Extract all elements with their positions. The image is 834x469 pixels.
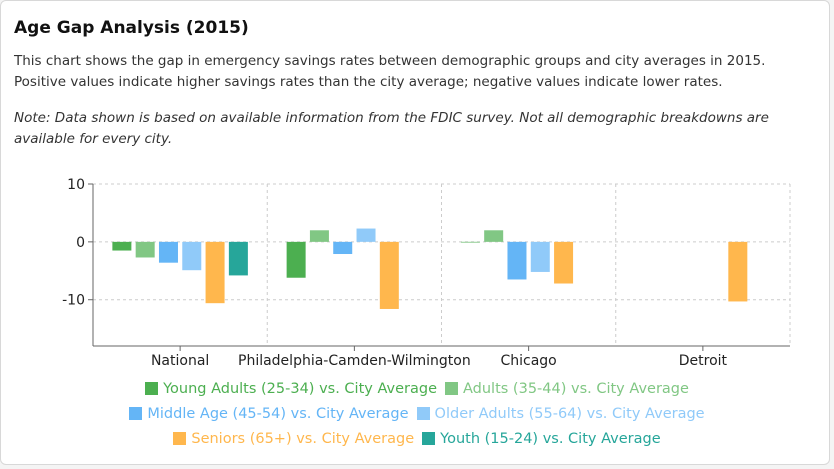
- x-tick-label: Chicago: [500, 353, 556, 369]
- legend-label: Older Adults (55-64) vs. City Average: [434, 405, 705, 422]
- bars: [112, 228, 748, 309]
- bar-1-0[interactable]: [286, 241, 306, 278]
- legend-item[interactable]: Young Adults (25-34) vs. City Average: [145, 381, 437, 397]
- legend-label: Seniors (65+) vs. City Average: [191, 430, 415, 447]
- chart-note: Note: Data shown is based on available i…: [14, 110, 769, 147]
- legend-item[interactable]: Middle Age (45-54) vs. City Average: [129, 405, 409, 422]
- bar-0-3[interactable]: [182, 241, 202, 271]
- legend-item[interactable]: Older Adults (55-64) vs. City Average: [416, 405, 705, 422]
- axes: 10 0 -10 National Philadelphia-Camden-Wilmin…: [62, 177, 790, 369]
- legend-item[interactable]: Youth (15-24) vs. City Average: [422, 430, 661, 447]
- bar-1-4[interactable]: [379, 241, 399, 309]
- bar-1-3[interactable]: [356, 228, 376, 242]
- legend-label: Youth (15-24) vs. City Average: [440, 430, 661, 447]
- bar-0-4[interactable]: [205, 241, 225, 304]
- x-tick-label: National: [151, 353, 209, 369]
- chart-description: This chart shows the gap in emergency sa…: [14, 53, 766, 90]
- page-title: Age Gap Analysis (2015): [14, 18, 249, 38]
- bar-0-0[interactable]: [112, 241, 132, 251]
- legend-label: Adults (35-44) vs. City Average: [463, 380, 689, 397]
- legend-swatch: [173, 432, 187, 445]
- legend-swatch: [416, 407, 430, 420]
- bar-2-0[interactable]: [460, 241, 480, 243]
- legend-row: Middle Age (45-54) vs. City Average Older…: [0, 401, 834, 426]
- bar-0-2[interactable]: [158, 241, 178, 263]
- y-tick-label: 10: [67, 177, 85, 193]
- bar-1-1[interactable]: [309, 230, 329, 242]
- y-tick-label: 0: [76, 235, 85, 251]
- legend-swatch: [445, 382, 458, 395]
- legend-swatch: [129, 407, 143, 420]
- legend-swatch: [145, 382, 159, 395]
- x-tick-label: Philadelphia-Camden-Wilmington: [238, 353, 471, 369]
- bar-1-2[interactable]: [333, 241, 353, 255]
- bar-2-1[interactable]: [484, 230, 504, 242]
- y-tick-label: -10: [62, 293, 85, 309]
- legend-label: Middle Age (45-54) vs. City Average: [147, 405, 409, 422]
- x-tick-label: Detroit: [679, 353, 728, 369]
- bar-chart: 10 0 -10 National Philadelphia-Camden-Wilmin…: [62, 177, 791, 369]
- bar-2-2[interactable]: [507, 241, 527, 280]
- legend-row: Seniors (65+) vs. City Average Youth (15-…: [0, 426, 834, 451]
- bar-0-5[interactable]: [228, 241, 248, 276]
- chart-legend: Young Adults (25-34) vs. City Average Adu…: [0, 376, 834, 451]
- bar-2-4[interactable]: [554, 241, 574, 284]
- bar-0-1[interactable]: [135, 241, 155, 258]
- legend-row: Young Adults (25-34) vs. City Average Adu…: [0, 376, 834, 401]
- legend-item[interactable]: Seniors (65+) vs. City Average: [173, 431, 414, 447]
- bar-3-4[interactable]: [728, 241, 748, 302]
- legend-label: Young Adults (25-34) vs. City Average: [163, 380, 437, 397]
- legend-item[interactable]: Adults (35-44) vs. City Average: [445, 381, 689, 397]
- legend-swatch: [422, 432, 436, 445]
- bar-2-3[interactable]: [530, 241, 550, 272]
